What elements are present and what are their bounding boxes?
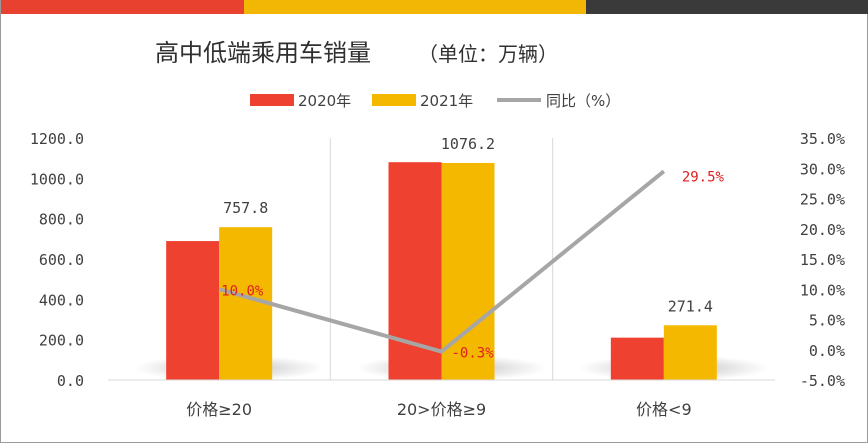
chart-unit: （单位：万辆） <box>418 42 558 66</box>
legend-label-yoy: 同比（%） <box>546 92 620 110</box>
axes: 0.0 200.0 400.0 600.0 800.0 1000.0 1200.0 -5.0%… <box>30 130 845 419</box>
y-left-tick-label: 200.0 <box>39 332 84 350</box>
y-right-tick-label: 20.0% <box>800 221 845 239</box>
data-label-2021: 1076.2 <box>441 135 495 153</box>
yoy-line <box>218 169 666 354</box>
bar-2020 <box>166 241 220 380</box>
top-bar-yellow <box>244 0 586 14</box>
y-right-tick-label: 0.0% <box>809 342 845 360</box>
legend-swatch-2020 <box>250 94 294 106</box>
y-left-tick-label: 1200.0 <box>30 130 84 148</box>
y-right-tick-label: -5.0% <box>800 372 845 390</box>
yoy-line-group <box>218 169 666 354</box>
legend-swatch-2021 <box>372 94 416 106</box>
legend-label-2020: 2020年 <box>298 92 351 110</box>
x-category-label: 价格≥20 <box>186 400 252 419</box>
y-left-tick-label: 0.0 <box>57 372 84 390</box>
y-right-tick-label: 25.0% <box>800 191 845 209</box>
y-right-tick-label: 15.0% <box>800 251 845 269</box>
data-label-2021: 757.8 <box>223 199 268 217</box>
y-left-tick-label: 800.0 <box>39 211 84 229</box>
y-right-tick-label: 5.0% <box>809 312 845 330</box>
y-left-tick-label: 400.0 <box>39 291 84 309</box>
data-labels: 757.8 1076.2 271.4 10.0% -0.3% 29.5% <box>221 135 724 362</box>
yoy-data-label: -0.3% <box>452 346 495 362</box>
y-left-tick-label: 1000.0 <box>30 170 84 188</box>
y-right-tick-label: 10.0% <box>800 281 845 299</box>
y-right-tick-label: 35.0% <box>800 130 845 148</box>
y-right-tick-label: 30.0% <box>800 160 845 178</box>
bar-2020 <box>610 337 664 380</box>
x-category-label: 20>价格≥9 <box>397 400 486 419</box>
yoy-data-label: 10.0% <box>221 283 264 299</box>
x-category-label: 价格<9 <box>636 400 692 419</box>
data-label-2021: 271.4 <box>668 297 713 315</box>
bar-2021 <box>663 325 717 380</box>
legend-label-2021: 2021年 <box>420 92 473 110</box>
top-bar-red <box>1 0 244 14</box>
yoy-data-label: 29.5% <box>682 169 725 185</box>
chart-title: 高中低端乘用车销量 <box>155 39 371 67</box>
legend: 2020年 2021年 同比（%） <box>250 92 620 110</box>
top-bar-dark <box>586 0 868 14</box>
y-left-tick-label: 600.0 <box>39 251 84 269</box>
